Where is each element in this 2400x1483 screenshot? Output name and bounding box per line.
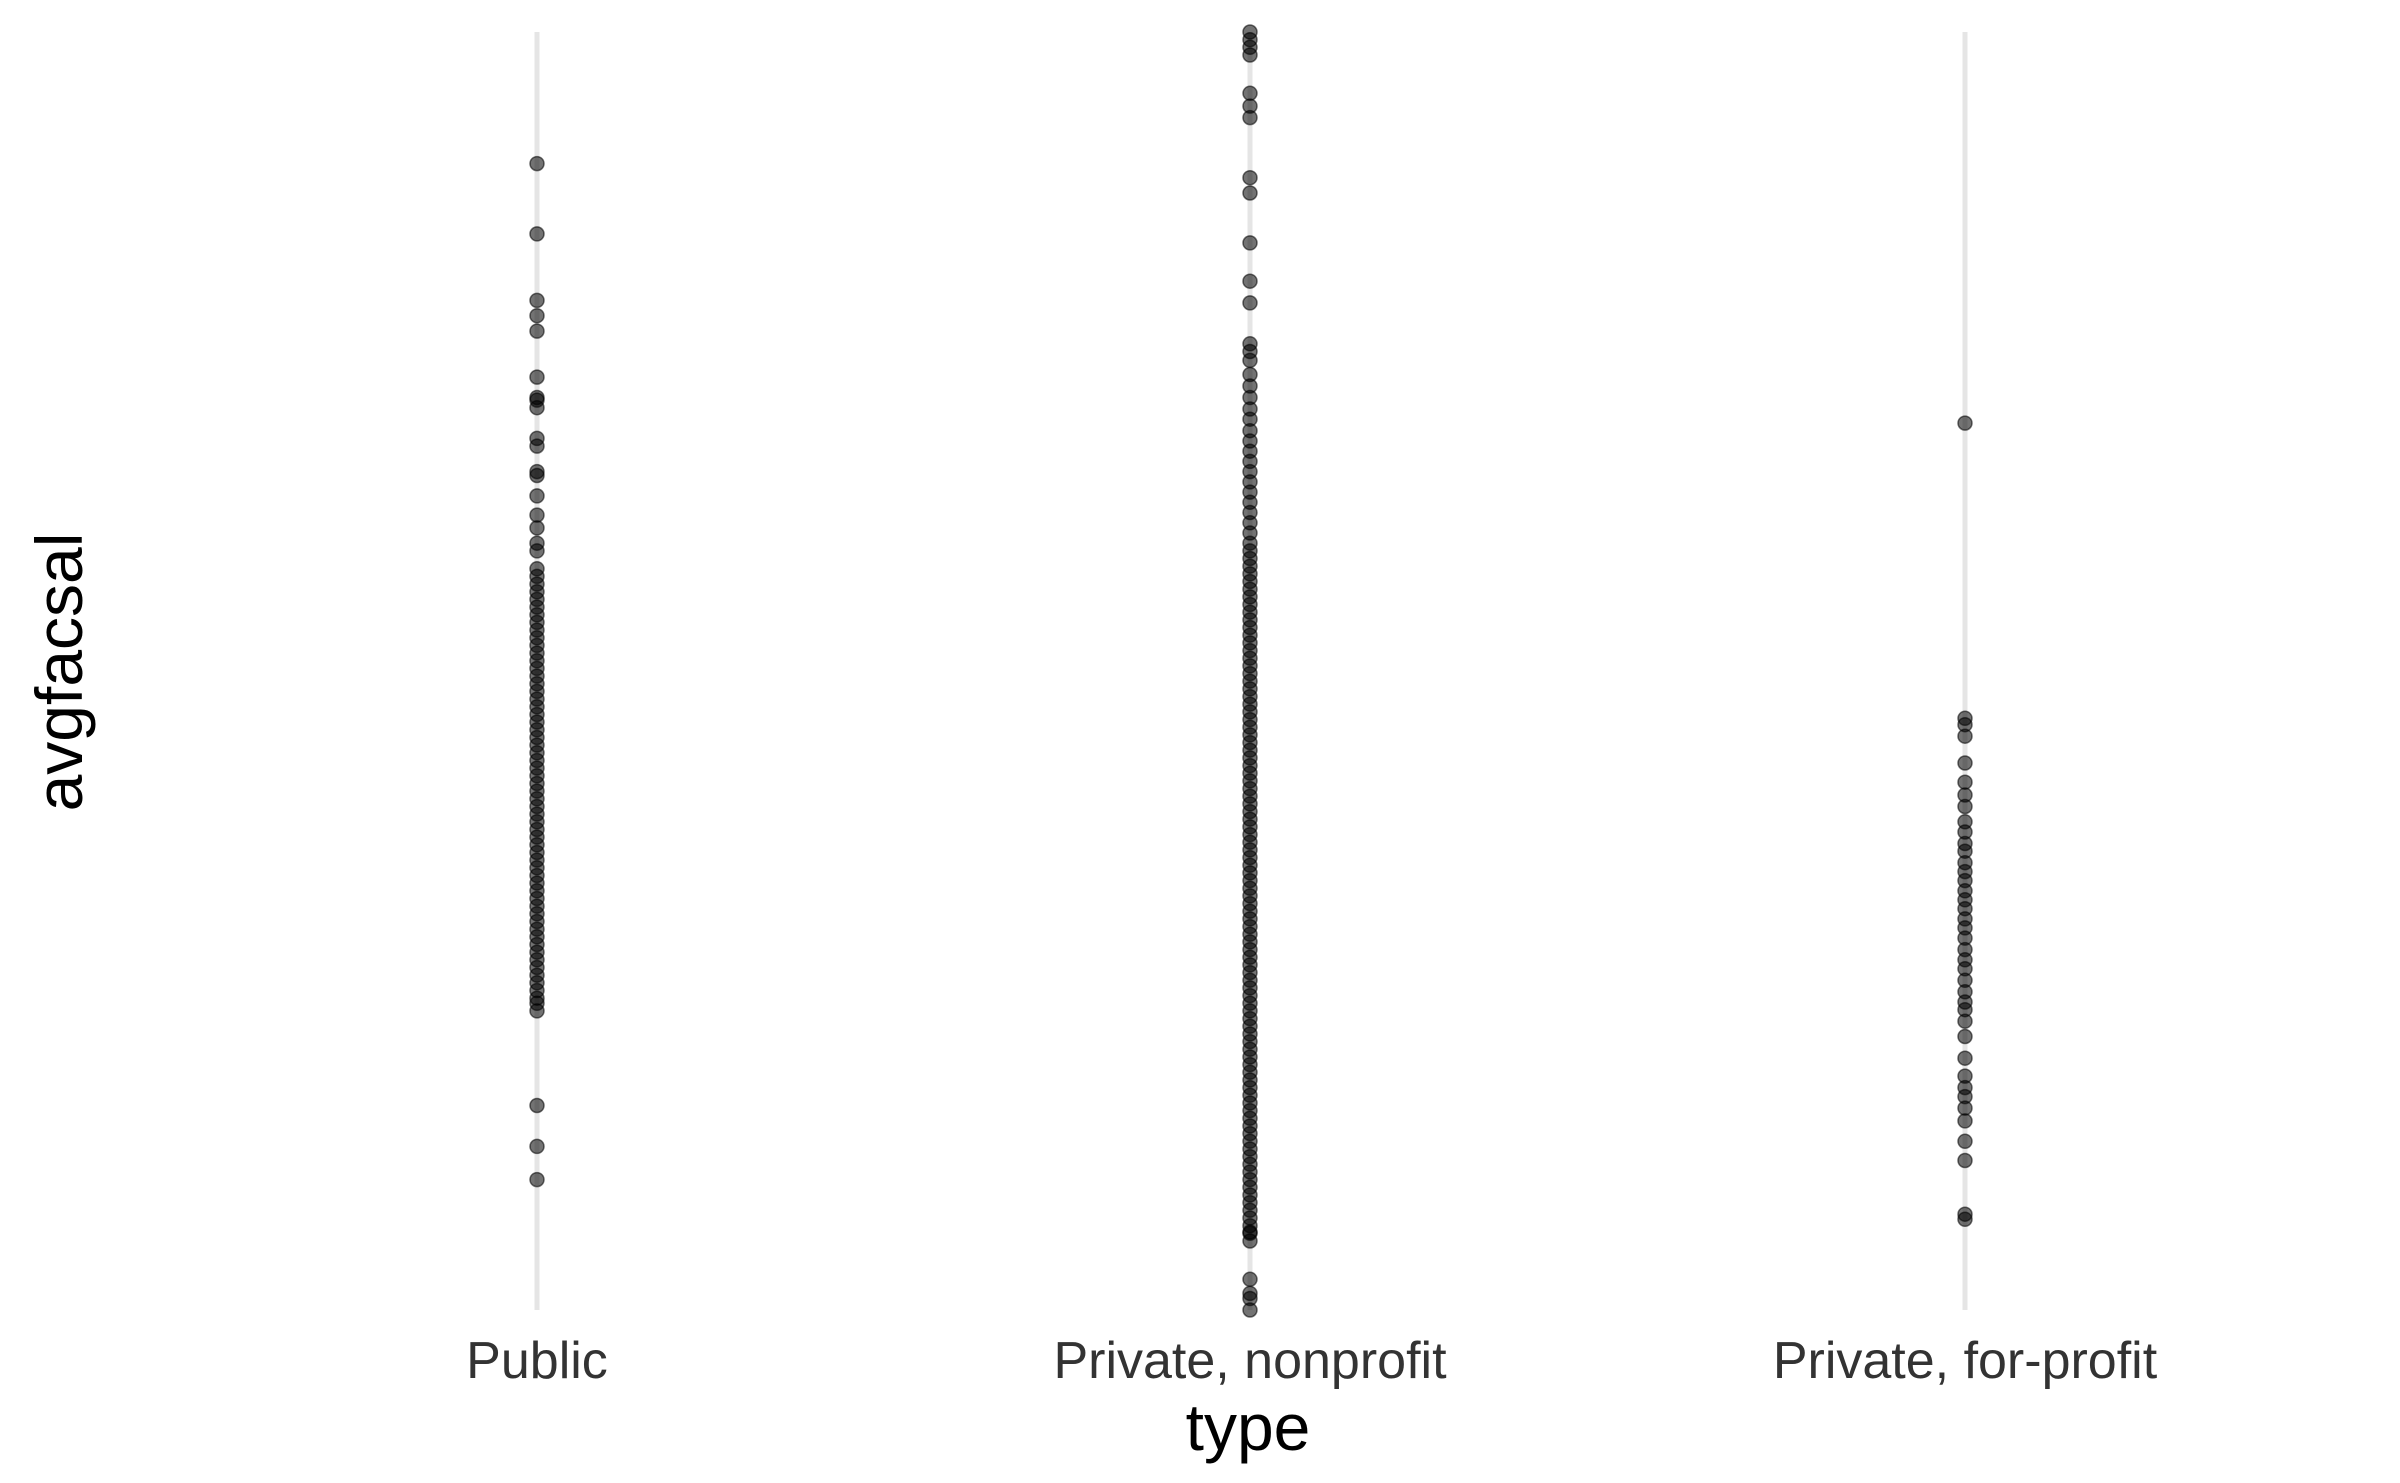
- x-tick-label-private-for-profit: Private, for-profit: [1773, 1332, 2158, 1390]
- data-point-private-nonprofit: [1242, 1224, 1258, 1240]
- data-point-public: [529, 155, 545, 172]
- data-point-public: [529, 1138, 545, 1155]
- data-point-private-nonprofit: [1242, 352, 1258, 369]
- x-tick-label-private-nonprofit: Private, nonprofit: [1053, 1332, 1447, 1390]
- data-point-private-nonprofit: [1242, 273, 1258, 289]
- data-point-private-for-profit: [1957, 1113, 1973, 1129]
- data-point-public: [529, 488, 545, 504]
- data-point-private-nonprofit: [1242, 1302, 1258, 1318]
- data-point-public: [529, 543, 545, 559]
- data-point-public: [529, 399, 545, 416]
- data-point-private-for-profit: [1957, 1211, 1973, 1228]
- data-point-public: [529, 1171, 545, 1188]
- data-point-private-for-profit: [1957, 1013, 1973, 1029]
- data-point-private-for-profit: [1957, 774, 1973, 790]
- data-point-private-nonprofit: [1242, 185, 1258, 201]
- data-point-private-for-profit: [1957, 1133, 1973, 1150]
- data-point-private-nonprofit: [1242, 109, 1258, 126]
- data-point-private-for-profit: [1957, 1152, 1973, 1169]
- data-point-private-for-profit: [1957, 1050, 1973, 1066]
- x-tick-labels: Public Private, nonprofit Private, for-pro…: [466, 1332, 2158, 1390]
- data-point-private-nonprofit: [1242, 295, 1258, 311]
- data-point-public: [529, 1097, 545, 1114]
- data-point-public: [529, 520, 545, 536]
- y-axis-title: avgfacsal: [22, 533, 96, 812]
- data-point-public: [529, 438, 545, 454]
- data-point-private-for-profit: [1957, 415, 1973, 431]
- data-point-private-for-profit: [1957, 1100, 1973, 1116]
- x-tick-label-public: Public: [466, 1332, 608, 1390]
- data-point-public: [529, 369, 545, 385]
- data-point-private-for-profit: [1957, 1028, 1973, 1045]
- data-point-public: [529, 292, 545, 309]
- data-point-private-nonprofit: [1242, 169, 1258, 186]
- data-point-public: [529, 467, 545, 484]
- data-point-private-nonprofit: [1242, 85, 1258, 102]
- data-point-private-nonprofit: [1242, 1271, 1258, 1288]
- data-point-public: [529, 307, 545, 324]
- x-axis-title: type: [1186, 1390, 1311, 1464]
- data-point-public: [529, 226, 545, 242]
- data-point-public: [529, 1003, 545, 1019]
- data-point-public: [529, 507, 545, 523]
- data-point-private-for-profit: [1957, 798, 1973, 815]
- data-point-public: [529, 323, 545, 339]
- data-point-private-nonprofit: [1242, 47, 1258, 63]
- data-point-private-for-profit: [1957, 728, 1973, 744]
- data-point-private-for-profit: [1957, 755, 1973, 771]
- data-point-private-nonprofit: [1242, 235, 1258, 251]
- data-points: [529, 24, 1973, 1318]
